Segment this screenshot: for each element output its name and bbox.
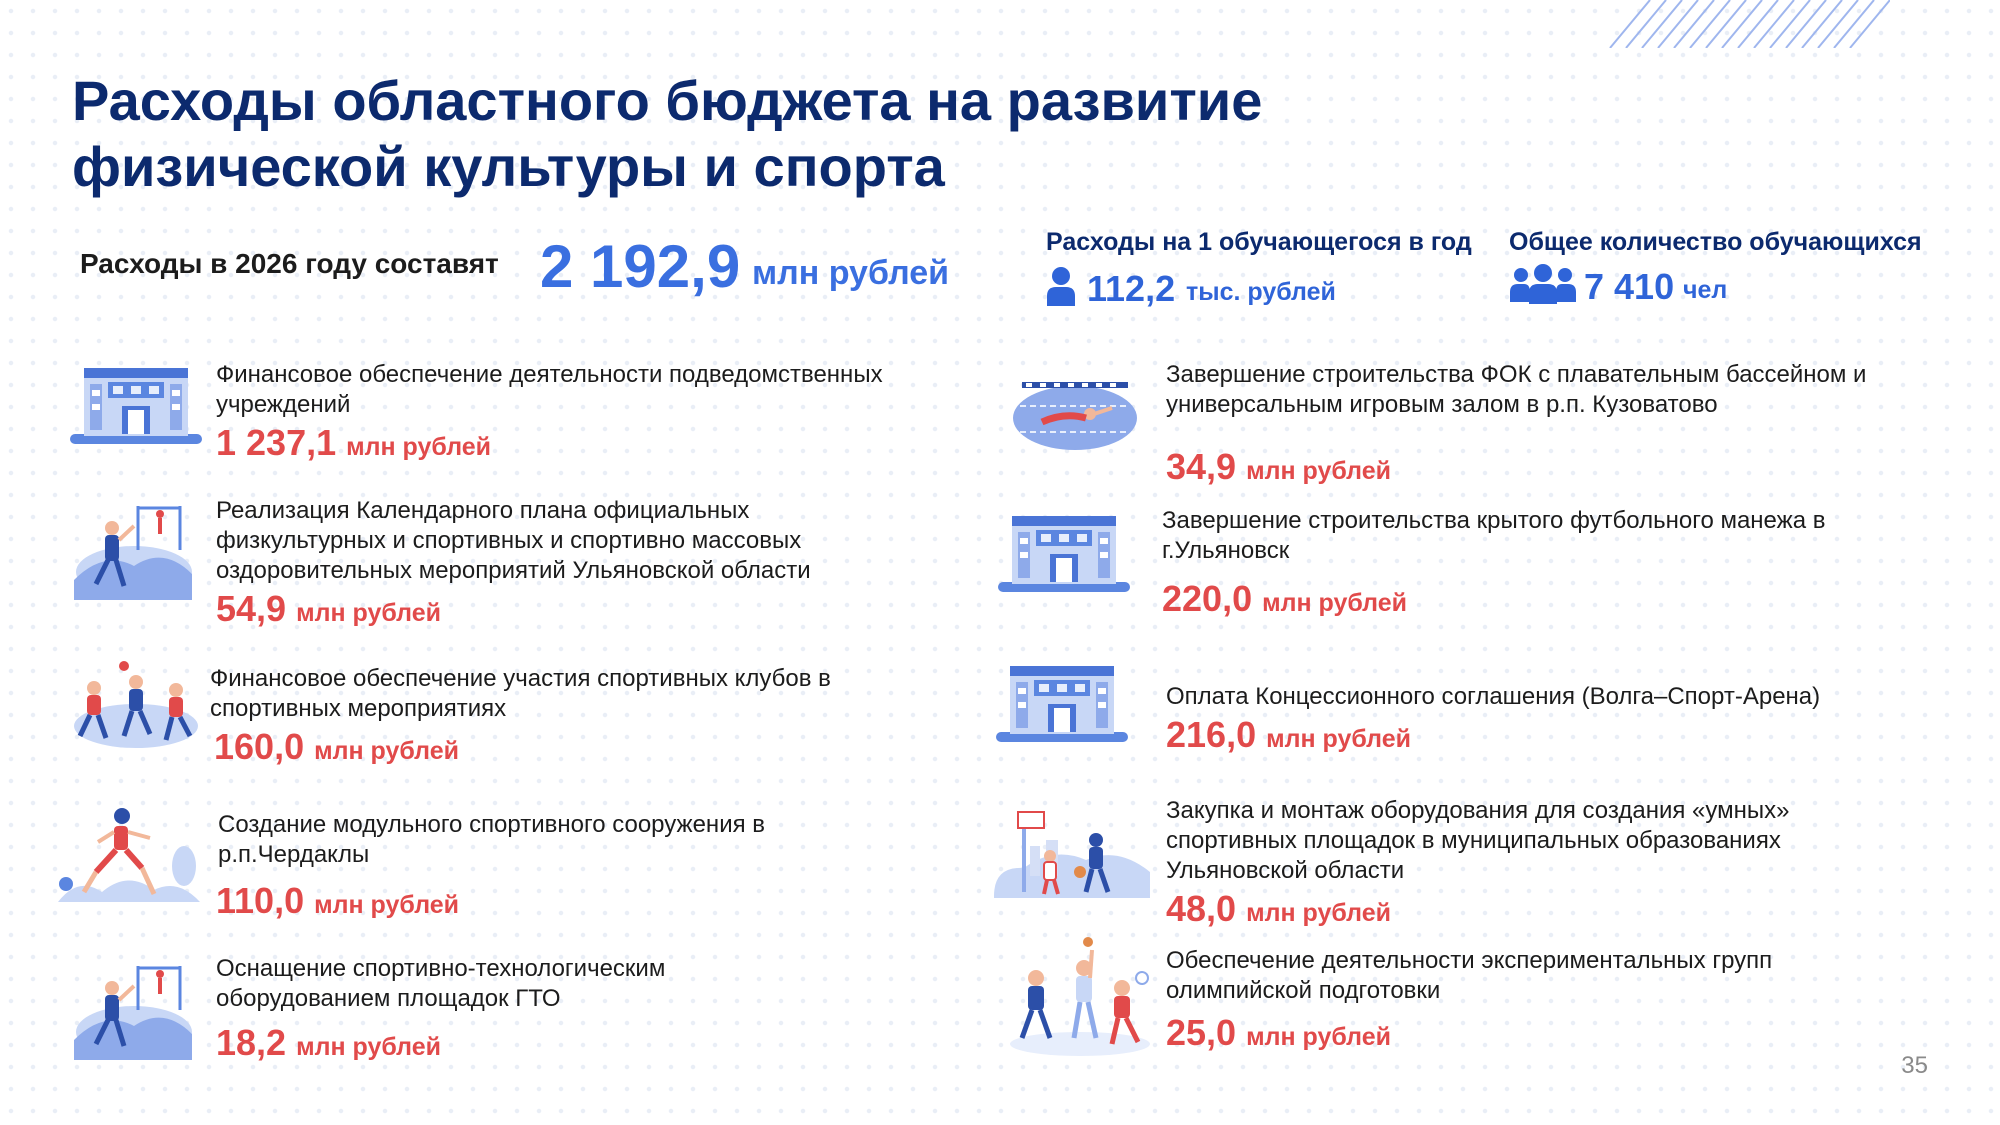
item-right-1-amount: 34,9 млн рублей — [1166, 446, 1391, 488]
amount-value: 34,9 — [1166, 446, 1237, 487]
page-number: 35 — [1901, 1052, 1928, 1079]
basketball-court-icon — [994, 811, 1150, 898]
amount-value: 18,2 — [216, 1022, 287, 1063]
building-icon — [996, 666, 1128, 742]
amount-unit: млн рублей — [1262, 589, 1408, 617]
amount-value: 216,0 — [1166, 714, 1257, 755]
per-student-label: Расходы на 1 обучающегося в год — [1046, 228, 1472, 256]
amount-unit: млн рублей — [1246, 1023, 1391, 1051]
total-unit: млн рублей — [752, 254, 950, 292]
amount-unit: млн рублей — [296, 1033, 441, 1061]
kids-sports-icon — [1010, 937, 1150, 1056]
amount-value: 48,0 — [1166, 888, 1237, 929]
swimming-pool-icon — [1013, 382, 1137, 450]
item-left-5-amount: 18,2 млн рублей — [216, 1022, 441, 1064]
total-label: Расходы в 2026 году составят — [80, 248, 499, 279]
total-value: 2 192,9 — [540, 233, 741, 300]
sports-team-icon — [74, 661, 198, 748]
item-left-1-amount: 1 237,1 млн рублей — [216, 422, 491, 464]
students-value: 7 410 — [1584, 266, 1675, 307]
item-right-2-text: Завершение строительства крытого футболь… — [1162, 507, 1826, 564]
item-left-4-text: Создание модульного спортивного сооружен… — [218, 811, 766, 868]
person-icon — [1047, 267, 1075, 306]
item-left-3-text: Финансовое обеспечение участия спортивны… — [210, 665, 831, 722]
item-right-3-amount: 216,0 млн рублей — [1166, 714, 1411, 756]
amount-value: 220,0 — [1162, 578, 1253, 619]
amount-unit: млн рублей — [1246, 899, 1391, 927]
amount-unit: млн рублей — [314, 891, 460, 919]
amount-unit: млн рублей — [346, 433, 492, 461]
building-icon — [998, 516, 1130, 592]
building-icon — [70, 368, 202, 444]
item-left-3-amount: 160,0 млн рублей — [214, 726, 459, 768]
amount-value: 25,0 — [1166, 1012, 1237, 1053]
item-left-2-text: Реализация Календарного плана официальны… — [216, 497, 811, 584]
athletes-icon — [74, 506, 192, 600]
item-right-2-amount: 220,0 млн рублей — [1162, 578, 1407, 620]
students-label: Общее количество обучающихся — [1509, 228, 1922, 256]
amount-value: 1 237,1 — [216, 422, 337, 463]
per-student-value: 112,2 — [1087, 268, 1176, 309]
amount-value: 110,0 — [216, 880, 305, 921]
item-right-5-amount: 25,0 млн рублей — [1166, 1012, 1391, 1054]
page-title: Расходы областного бюджета на развитие ф… — [72, 69, 1263, 198]
amount-value: 160,0 — [214, 726, 305, 767]
item-right-3-text: Оплата Концессионного соглашения (Волга–… — [1166, 683, 1821, 710]
amount-unit: млн рублей — [296, 599, 441, 627]
students-unit: чел — [1683, 276, 1728, 304]
amount-unit: млн рублей — [314, 737, 460, 765]
item-right-5-text: Обеспечение деятельности экспериментальн… — [1166, 947, 1773, 1004]
per-student-unit: тыс. рублей — [1186, 278, 1336, 306]
athletes-icon — [74, 966, 192, 1060]
people-group-icon — [1510, 264, 1576, 304]
item-right-4-text: Закупка и монтаж оборудования для создан… — [1166, 797, 1790, 884]
item-right-1-text: Завершение строительства ФОК с плаватель… — [1166, 361, 1867, 418]
amount-unit: млн рублей — [1266, 725, 1412, 753]
runner-icon — [58, 808, 200, 902]
item-left-4-amount: 110,0 млн рублей — [216, 880, 459, 922]
amount-value: 54,9 — [216, 588, 287, 629]
item-left-5-text: Оснащение спортивно-технологическим обор… — [216, 955, 666, 1012]
amount-unit: млн рублей — [1246, 457, 1391, 485]
item-left-2-amount: 54,9 млн рублей — [216, 588, 441, 630]
decorative-stripes — [1609, 0, 1890, 48]
item-left-1-text: Финансовое обеспечение деятельности подв… — [216, 361, 883, 418]
item-right-4-amount: 48,0 млн рублей — [1166, 888, 1391, 930]
